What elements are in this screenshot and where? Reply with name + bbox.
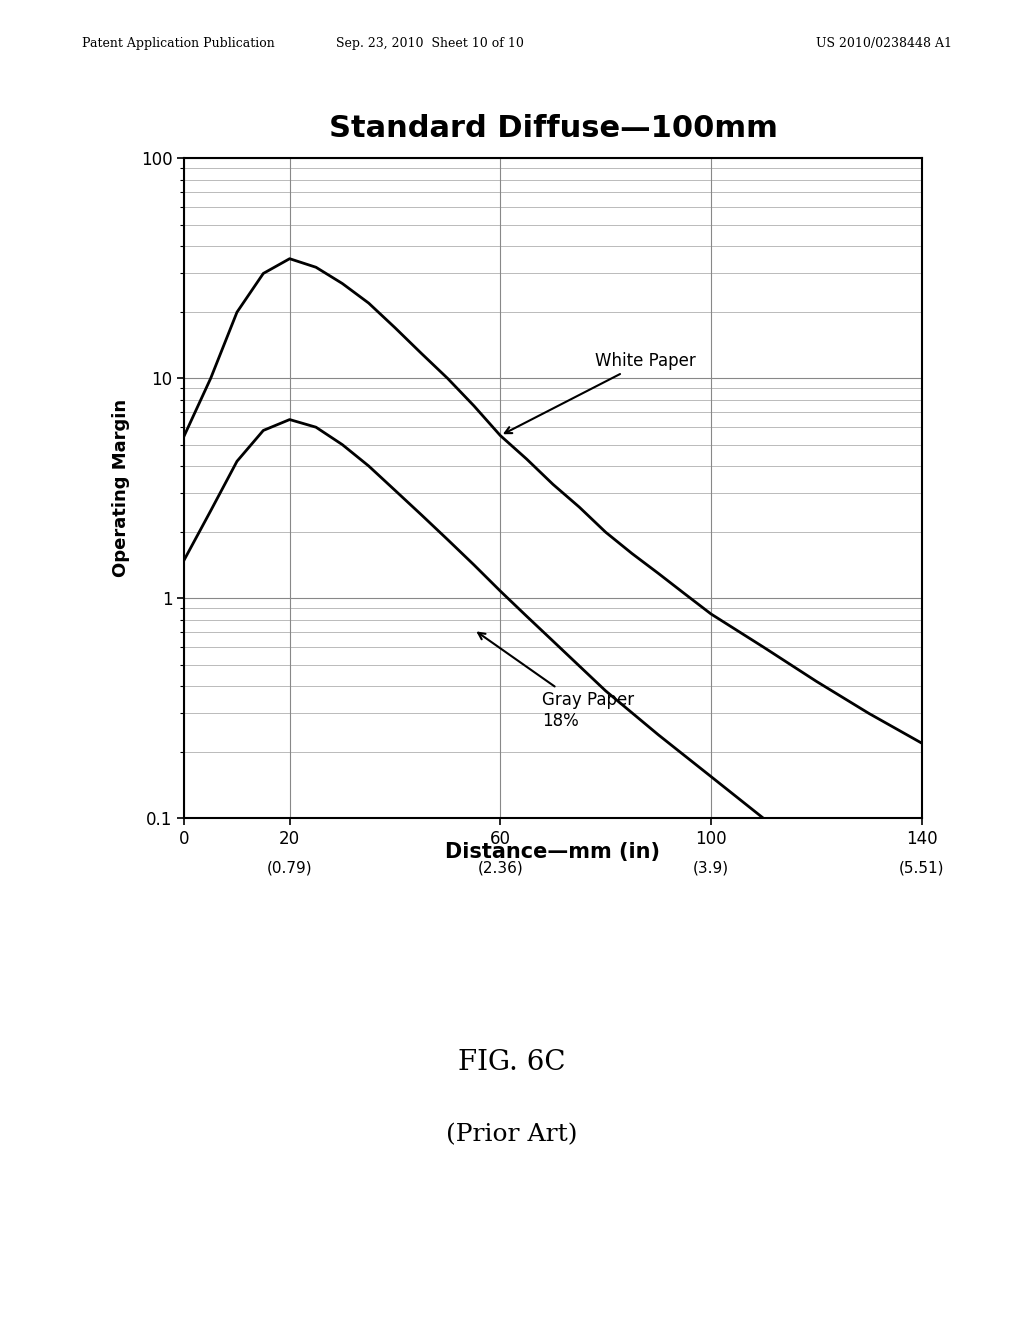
Text: Distance—mm (in): Distance—mm (in)	[445, 842, 660, 862]
Text: FIG. 6C: FIG. 6C	[459, 1049, 565, 1076]
Text: US 2010/0238448 A1: US 2010/0238448 A1	[816, 37, 952, 50]
Text: (5.51): (5.51)	[899, 861, 944, 875]
Text: Patent Application Publication: Patent Application Publication	[82, 37, 274, 50]
Text: (3.9): (3.9)	[693, 861, 729, 875]
Y-axis label: Operating Margin: Operating Margin	[112, 400, 130, 577]
Text: (2.36): (2.36)	[477, 861, 523, 875]
Text: Gray Paper
18%: Gray Paper 18%	[478, 632, 635, 730]
Text: Standard Diffuse—100mm: Standard Diffuse—100mm	[329, 114, 777, 143]
Text: (Prior Art): (Prior Art)	[446, 1123, 578, 1147]
Text: (0.79): (0.79)	[267, 861, 312, 875]
Text: White Paper: White Paper	[505, 352, 696, 433]
Text: Sep. 23, 2010  Sheet 10 of 10: Sep. 23, 2010 Sheet 10 of 10	[336, 37, 524, 50]
